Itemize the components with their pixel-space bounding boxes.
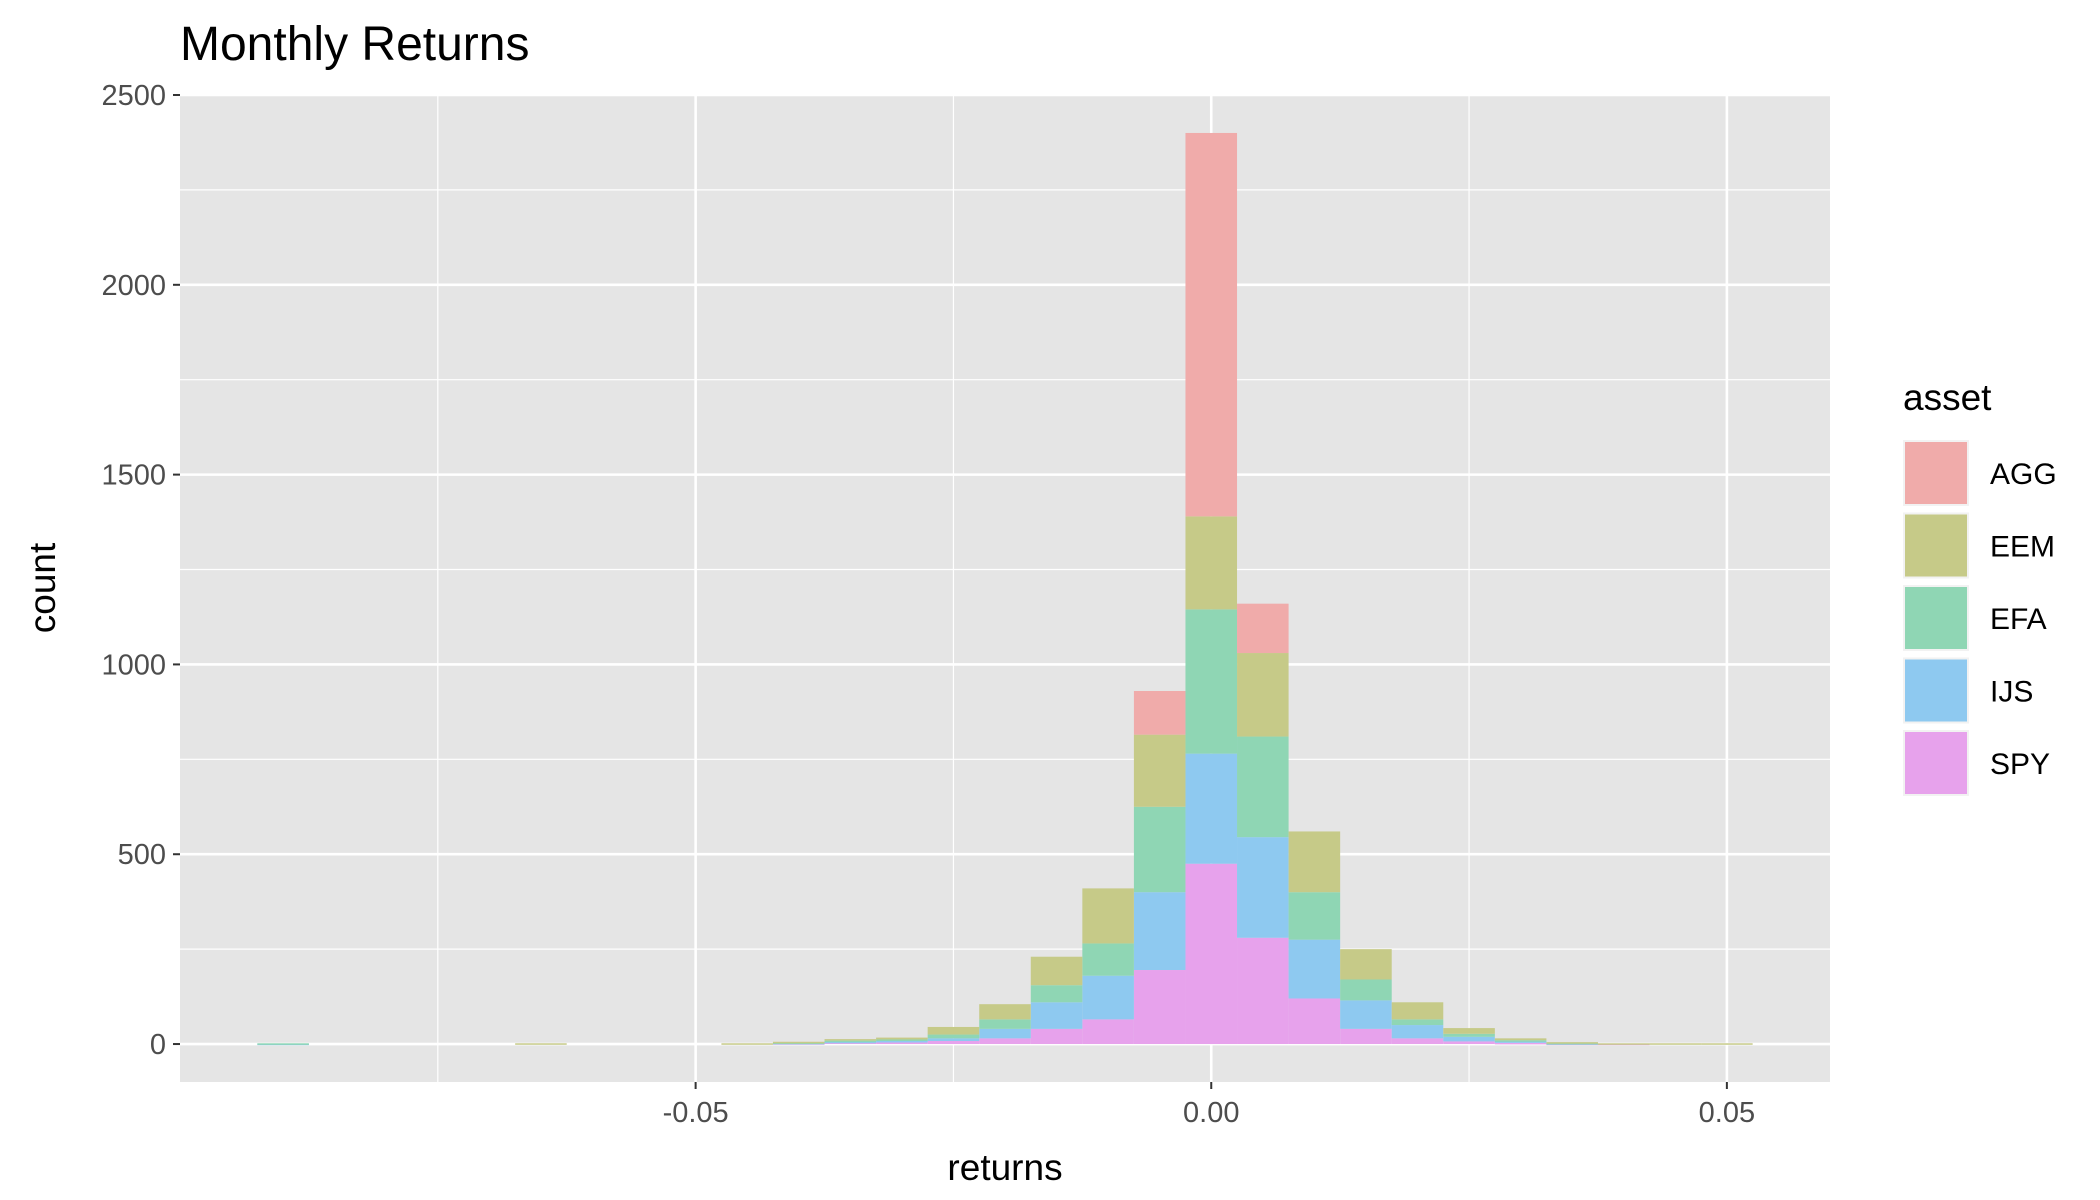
bar-ijs — [1185, 753, 1238, 864]
bar-agg — [1237, 603, 1289, 654]
bar-eem — [1082, 888, 1134, 944]
legend-swatch-eem — [1905, 514, 1967, 577]
bar-spy — [1494, 1042, 1547, 1045]
bar-eem — [927, 1026, 980, 1035]
bar-spy — [1443, 1041, 1495, 1045]
bar-agg — [1133, 690, 1186, 735]
bar-efa — [772, 1042, 825, 1045]
bar-efa — [876, 1039, 928, 1042]
bar-efa — [1082, 943, 1134, 976]
bar-eem — [824, 1039, 877, 1041]
bar-spy — [1340, 1028, 1392, 1045]
bar-ijs — [1133, 892, 1186, 971]
bar-spy — [824, 1042, 877, 1045]
y-tick-label: 1500 — [101, 460, 166, 492]
bar-eem — [1494, 1038, 1547, 1041]
bar-efa — [927, 1034, 980, 1039]
bar-spy — [1185, 863, 1238, 1045]
bar-eem — [1288, 831, 1341, 893]
x-tick-label: 0.00 — [1183, 1097, 1239, 1129]
y-tick-label: 2000 — [101, 270, 166, 302]
legend-label-efa: EFA — [1990, 603, 2047, 636]
bar-efa — [1288, 892, 1341, 940]
legend-label-spy: SPY — [1990, 748, 2050, 781]
bar-spy — [876, 1042, 928, 1045]
bar-ijs — [1288, 939, 1341, 999]
bar-ijs — [1391, 1025, 1444, 1039]
bar-spy — [979, 1038, 1031, 1045]
bar-eem — [1340, 949, 1392, 980]
bar-ijs — [824, 1041, 877, 1044]
legend-swatch-ijs — [1905, 659, 1967, 722]
bar-eem — [1546, 1042, 1598, 1044]
x-tick-label: 0.05 — [1699, 1097, 1755, 1129]
legend-label-eem: EEM — [1990, 531, 2055, 564]
y-axis-title: count — [22, 542, 63, 633]
bar-ijs — [1237, 837, 1289, 938]
axes: 0 500 1000 1500 2000 2500 -0.05 0.00 0.05 — [101, 80, 1755, 1129]
bar-efa — [1546, 1042, 1598, 1045]
bar-agg — [1185, 132, 1238, 517]
bar-efa — [1340, 979, 1392, 1001]
bar-ijs — [1494, 1041, 1547, 1043]
legend: asset AGG EEM EFA IJS SPY — [1903, 377, 2057, 796]
bar-efa — [979, 1019, 1031, 1029]
bar-ijs — [979, 1028, 1031, 1039]
x-axis-title: returns — [947, 1147, 1062, 1188]
bar-eem — [1237, 653, 1289, 737]
plot-panel — [180, 95, 1830, 1082]
legend-swatch-agg — [1905, 442, 1967, 504]
legend-label-ijs: IJS — [1990, 676, 2033, 709]
y-tick-label: 500 — [118, 839, 166, 871]
bar-eem — [1391, 1002, 1444, 1020]
bar-ijs — [1443, 1036, 1495, 1042]
bar-efa — [1494, 1040, 1547, 1042]
bar-efa — [1443, 1033, 1495, 1037]
bar-ijs — [1082, 975, 1134, 1020]
bar-ijs — [927, 1038, 980, 1042]
bar-spy — [1030, 1028, 1083, 1045]
bar-eem — [1649, 1043, 1702, 1045]
bar-spy — [1082, 1019, 1134, 1045]
legend-label-agg: AGG — [1990, 458, 2057, 491]
bar-eem — [1443, 1028, 1495, 1034]
bar-efa — [1133, 806, 1186, 893]
y-tick-label: 2500 — [101, 80, 166, 112]
legend-title: asset — [1903, 377, 1992, 418]
bar-efa — [1030, 985, 1083, 1003]
bar-eem — [1701, 1043, 1753, 1045]
bar-eem — [1597, 1043, 1650, 1045]
bar-eem — [772, 1041, 825, 1044]
bar-eem — [876, 1037, 928, 1040]
bar-spy — [1133, 970, 1186, 1045]
bar-eem — [1185, 516, 1238, 610]
y-tick-label: 0 — [150, 1029, 166, 1061]
bar-spy — [1391, 1038, 1444, 1045]
bar-efa — [1185, 609, 1238, 754]
bar-eem — [1030, 956, 1083, 986]
bar-efa — [1391, 1019, 1444, 1026]
bar-eem — [1133, 734, 1186, 807]
bar-eem — [721, 1043, 773, 1045]
x-tick-label: -0.05 — [663, 1097, 729, 1129]
bar-eem — [515, 1043, 567, 1045]
bar-efa — [257, 1043, 309, 1045]
bar-ijs — [876, 1041, 928, 1043]
bar-spy — [927, 1041, 980, 1045]
y-tick-label: 1000 — [101, 649, 166, 681]
bar-efa — [1237, 736, 1289, 838]
histogram-bars — [257, 132, 1753, 1046]
bar-spy — [1288, 998, 1341, 1045]
bar-spy — [1237, 937, 1289, 1045]
chart-title: Monthly Returns — [180, 18, 529, 71]
bar-ijs — [1340, 1000, 1392, 1029]
legend-swatch-spy — [1905, 732, 1967, 794]
bar-eem — [979, 1004, 1031, 1020]
grid-lines — [180, 93, 1830, 1082]
bar-efa — [824, 1040, 877, 1043]
bar-ijs — [1030, 1002, 1083, 1029]
legend-swatch-efa — [1905, 587, 1967, 649]
